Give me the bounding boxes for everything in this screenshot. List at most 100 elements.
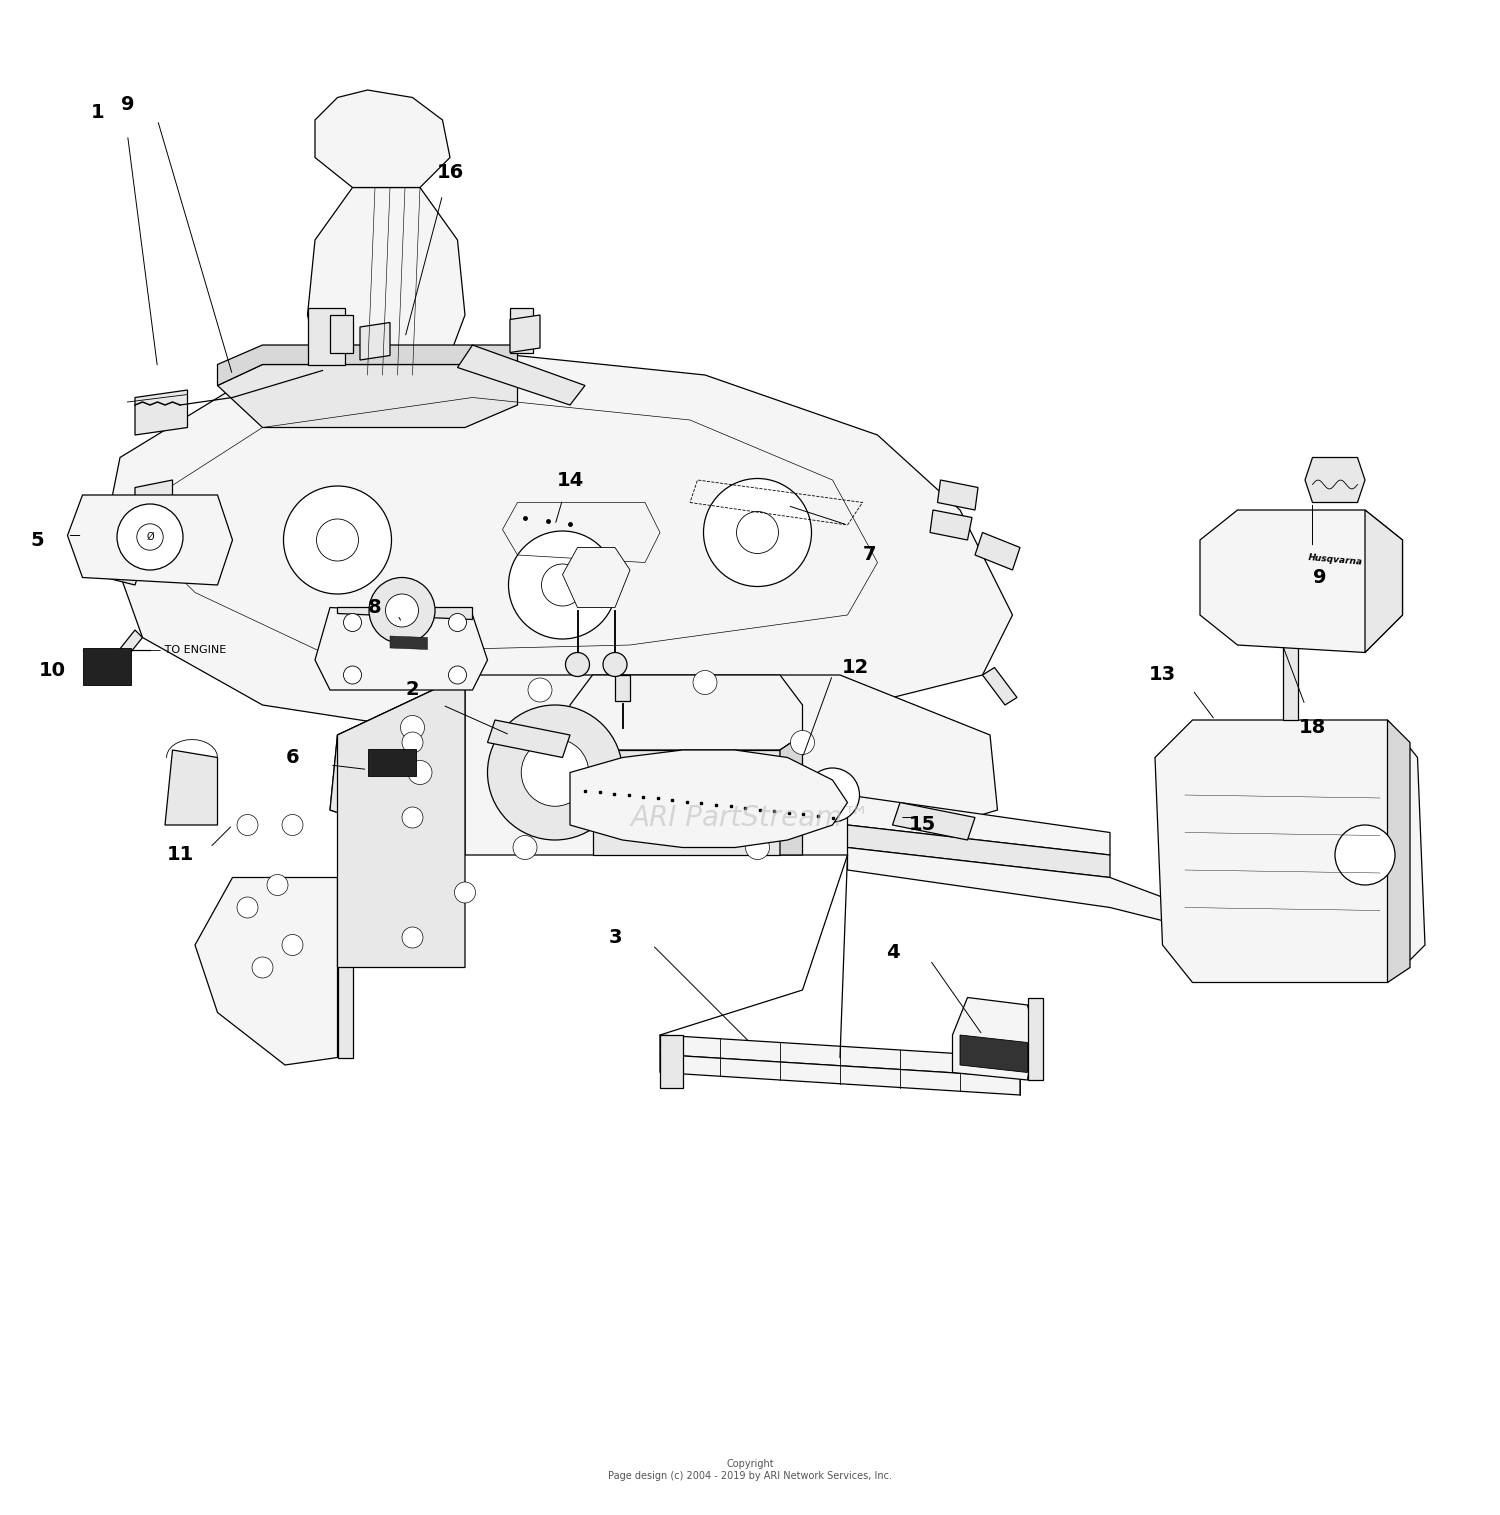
Polygon shape	[338, 676, 465, 968]
Circle shape	[408, 761, 432, 785]
Polygon shape	[1305, 458, 1365, 503]
Circle shape	[746, 791, 770, 815]
Text: 8: 8	[368, 598, 382, 617]
Polygon shape	[562, 547, 630, 608]
Circle shape	[454, 882, 476, 903]
Text: Copyright
Page design (c) 2004 - 2019 by ARI Network Services, Inc.: Copyright Page design (c) 2004 - 2019 by…	[608, 1459, 892, 1480]
Circle shape	[528, 679, 552, 701]
Circle shape	[252, 957, 273, 979]
Polygon shape	[330, 315, 352, 353]
Circle shape	[1335, 826, 1395, 885]
Circle shape	[284, 486, 392, 594]
Polygon shape	[930, 511, 972, 539]
Text: 3: 3	[609, 929, 621, 947]
Polygon shape	[960, 1035, 1028, 1073]
Circle shape	[316, 520, 358, 561]
Polygon shape	[120, 518, 150, 547]
Polygon shape	[488, 720, 570, 758]
Circle shape	[344, 614, 362, 632]
Polygon shape	[982, 668, 1017, 704]
Polygon shape	[68, 495, 232, 585]
Circle shape	[488, 704, 622, 839]
Circle shape	[522, 739, 588, 806]
Circle shape	[603, 653, 627, 677]
Text: 11: 11	[166, 845, 194, 865]
Polygon shape	[135, 389, 188, 435]
Polygon shape	[660, 1054, 1020, 1095]
Polygon shape	[315, 608, 488, 689]
Polygon shape	[458, 345, 585, 405]
Text: ARI PartStream™: ARI PartStream™	[630, 803, 870, 832]
Polygon shape	[1388, 720, 1410, 983]
Text: — TO ENGINE: — TO ENGINE	[150, 644, 226, 654]
Polygon shape	[975, 532, 1020, 570]
Circle shape	[618, 791, 642, 815]
Circle shape	[237, 815, 258, 835]
Circle shape	[513, 835, 537, 859]
Circle shape	[448, 614, 466, 632]
Polygon shape	[660, 1035, 682, 1088]
Polygon shape	[570, 750, 847, 847]
Text: 9: 9	[120, 95, 135, 115]
Circle shape	[448, 667, 466, 683]
Circle shape	[282, 815, 303, 835]
Circle shape	[542, 564, 584, 606]
Polygon shape	[105, 630, 142, 676]
Text: 15: 15	[909, 815, 936, 835]
Circle shape	[386, 594, 418, 627]
Polygon shape	[308, 308, 345, 365]
Circle shape	[237, 897, 258, 918]
Text: 16: 16	[436, 164, 463, 182]
Polygon shape	[217, 365, 518, 427]
Polygon shape	[165, 750, 218, 826]
Polygon shape	[105, 554, 142, 585]
Circle shape	[790, 730, 814, 754]
Polygon shape	[330, 676, 465, 854]
Text: Ø: Ø	[146, 532, 154, 542]
Polygon shape	[892, 803, 975, 839]
Polygon shape	[1282, 645, 1298, 720]
Polygon shape	[195, 877, 338, 1065]
Text: 4: 4	[885, 942, 900, 962]
Text: 7: 7	[862, 545, 876, 565]
Text: 12: 12	[842, 658, 868, 677]
Circle shape	[117, 504, 183, 570]
Polygon shape	[308, 188, 465, 382]
Circle shape	[282, 935, 303, 956]
Polygon shape	[338, 877, 352, 1057]
Circle shape	[746, 835, 770, 859]
Circle shape	[566, 653, 590, 677]
Polygon shape	[217, 345, 518, 385]
Polygon shape	[660, 1035, 1020, 1077]
Polygon shape	[390, 636, 427, 650]
Polygon shape	[1155, 720, 1425, 983]
Polygon shape	[1200, 511, 1402, 653]
Polygon shape	[315, 89, 450, 188]
Circle shape	[400, 715, 424, 739]
Polygon shape	[952, 997, 1035, 1080]
Polygon shape	[780, 735, 802, 854]
Text: 5: 5	[30, 530, 45, 550]
Circle shape	[402, 927, 423, 948]
Polygon shape	[615, 676, 630, 700]
Circle shape	[704, 479, 812, 586]
Text: 10: 10	[39, 661, 66, 680]
Circle shape	[509, 530, 616, 639]
Text: 18: 18	[1299, 718, 1326, 736]
Polygon shape	[938, 480, 978, 511]
Circle shape	[806, 768, 859, 823]
Polygon shape	[847, 847, 1170, 923]
Polygon shape	[1028, 997, 1042, 1080]
Polygon shape	[338, 608, 472, 620]
Polygon shape	[135, 480, 172, 511]
Circle shape	[344, 667, 362, 683]
Text: 1: 1	[90, 103, 105, 123]
Polygon shape	[1365, 511, 1402, 653]
Polygon shape	[510, 308, 532, 353]
Text: 2: 2	[405, 680, 420, 700]
Polygon shape	[570, 676, 802, 750]
Polygon shape	[510, 315, 540, 353]
Circle shape	[402, 807, 423, 829]
Text: 9: 9	[1314, 568, 1326, 586]
Circle shape	[402, 732, 423, 753]
